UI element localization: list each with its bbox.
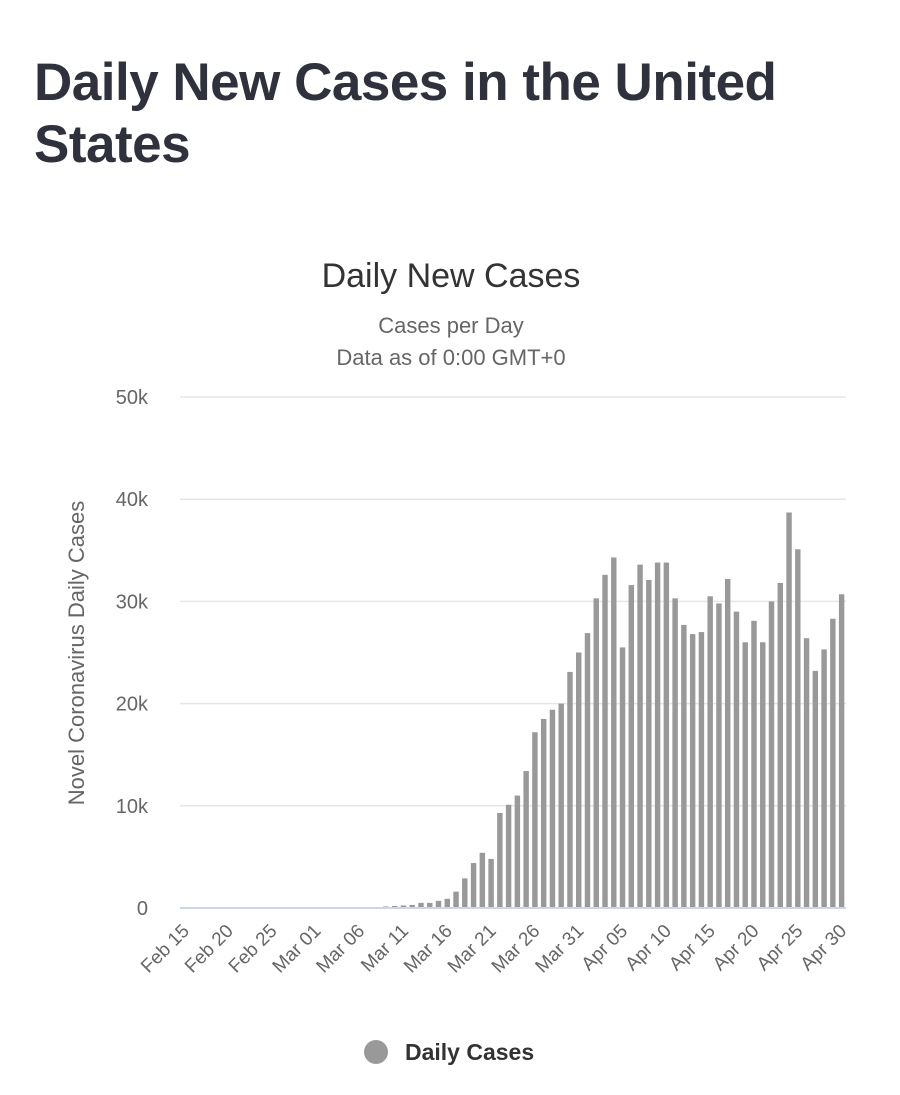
- bar[interactable]: [716, 603, 722, 908]
- y-axis-ticks: 0 10k 20k 30k 40k 50k: [116, 387, 149, 920]
- legend[interactable]: Daily Cases: [364, 1039, 534, 1065]
- bar[interactable]: [830, 618, 836, 908]
- y-axis-label: Novel Coronavirus Daily Cases: [64, 501, 89, 805]
- x-tick-label: Mar 26: [488, 921, 545, 978]
- bar[interactable]: [540, 718, 547, 908]
- bar[interactable]: [470, 863, 477, 908]
- bar[interactable]: [681, 624, 687, 908]
- bar[interactable]: [803, 638, 810, 908]
- bar[interactable]: [549, 709, 556, 908]
- bar[interactable]: [698, 632, 705, 908]
- bar[interactable]: [611, 557, 617, 908]
- x-tick-label: Mar 16: [400, 921, 457, 978]
- bar[interactable]: [505, 804, 512, 908]
- bar[interactable]: [724, 578, 731, 908]
- bar[interactable]: [523, 771, 529, 908]
- bar[interactable]: [593, 598, 599, 908]
- y-tick-label: 10k: [116, 796, 149, 818]
- y-tick-label: 0: [137, 898, 148, 920]
- bar[interactable]: [479, 852, 486, 908]
- bar[interactable]: [619, 647, 626, 908]
- x-tick-label: Mar 21: [444, 921, 501, 978]
- bar[interactable]: [576, 652, 582, 909]
- bars: [260, 512, 845, 909]
- bar[interactable]: [646, 579, 652, 908]
- x-tick-label: Apr 05: [578, 921, 632, 975]
- x-tick-label: Mar 01: [269, 921, 326, 978]
- bar[interactable]: [409, 904, 415, 908]
- bar[interactable]: [760, 642, 766, 908]
- bar[interactable]: [742, 642, 748, 908]
- y-tick-label: 40k: [116, 489, 149, 511]
- bar[interactable]: [672, 598, 678, 908]
- bar[interactable]: [628, 585, 635, 908]
- bar[interactable]: [654, 562, 661, 908]
- chart-subtitle-line-1: Cases per Day: [378, 313, 524, 338]
- bar[interactable]: [435, 900, 442, 908]
- x-tick-label: Apr 25: [753, 921, 807, 975]
- bar[interactable]: [488, 858, 494, 908]
- page-title: Daily New Cases in the United States: [34, 53, 777, 174]
- bar[interactable]: [602, 574, 608, 908]
- x-tick-label: Feb 25: [225, 921, 282, 978]
- bar[interactable]: [418, 902, 424, 908]
- bar[interactable]: [427, 902, 433, 908]
- bar[interactable]: [751, 620, 757, 908]
- chart-subtitle-line-2: Data as of 0:00 GMT+0: [336, 345, 565, 370]
- y-tick-label: 30k: [116, 591, 149, 613]
- bar[interactable]: [795, 549, 801, 908]
- x-tick-label: Apr 30: [797, 921, 851, 975]
- bar[interactable]: [663, 562, 670, 908]
- bar[interactable]: [786, 512, 792, 908]
- bar[interactable]: [777, 583, 783, 908]
- bar[interactable]: [689, 634, 696, 908]
- bar[interactable]: [558, 703, 564, 908]
- bar[interactable]: [400, 905, 407, 908]
- bar[interactable]: [462, 878, 468, 908]
- x-tick-label: Mar 06: [313, 921, 370, 978]
- bar[interactable]: [838, 594, 845, 908]
- bar[interactable]: [497, 812, 503, 908]
- bar[interactable]: [444, 898, 450, 908]
- x-tick-label: Apr 20: [709, 921, 763, 975]
- x-tick-label: Feb 15: [137, 921, 194, 978]
- y-tick-label: 50k: [116, 387, 149, 409]
- bar[interactable]: [733, 611, 740, 908]
- chart-title: Daily New Cases: [322, 257, 581, 295]
- legend-label-daily-cases[interactable]: Daily Cases: [405, 1039, 534, 1065]
- bar[interactable]: [821, 649, 827, 908]
- x-tick-label: Mar 31: [532, 921, 589, 978]
- bar[interactable]: [768, 601, 775, 908]
- legend-marker-daily-cases[interactable]: [364, 1040, 388, 1064]
- bar[interactable]: [637, 564, 643, 908]
- x-tick-label: Feb 20: [181, 921, 238, 978]
- bar[interactable]: [532, 732, 538, 908]
- bar[interactable]: [812, 670, 819, 908]
- y-tick-label: 20k: [116, 694, 149, 716]
- bar[interactable]: [514, 795, 521, 908]
- x-tick-label: Apr 15: [665, 921, 719, 975]
- bar[interactable]: [391, 905, 398, 908]
- x-tick-label: Apr 10: [621, 921, 675, 975]
- bar[interactable]: [567, 671, 573, 908]
- bar[interactable]: [707, 596, 713, 908]
- bar[interactable]: [453, 891, 459, 908]
- bar[interactable]: [584, 633, 591, 908]
